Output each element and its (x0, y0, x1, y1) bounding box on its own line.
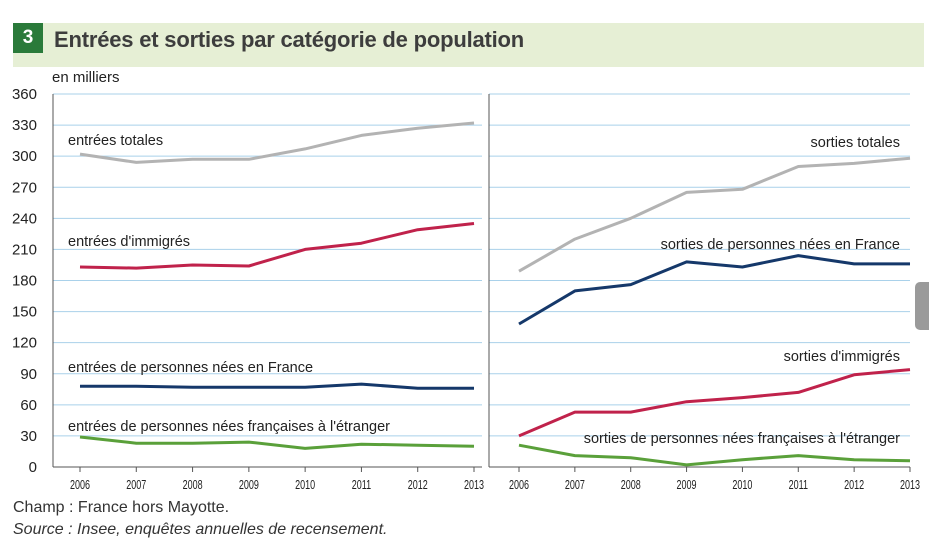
y-tick-label: 330 (12, 117, 37, 134)
series-label-entrees-de-personnes-nees-francaises-a-l-etranger: entrées de personnes nées françaises à l… (68, 419, 390, 435)
unit-label: en milliers (52, 69, 120, 86)
x-tick-label: 2011 (352, 479, 371, 493)
figure-header: 3 Entrées et sorties par catégorie de po… (13, 23, 924, 67)
x-tick-label: 2012 (408, 479, 428, 493)
x-tick-label: 2009 (677, 479, 697, 493)
champ-note: Champ : France hors Mayotte. (13, 499, 230, 516)
x-tick-label: 2009 (239, 479, 259, 493)
series-line-sorties-totales (518, 156, 911, 273)
y-tick-label: 30 (20, 428, 37, 445)
x-tick-label: 2006 (70, 479, 90, 493)
figure-number-badge: 3 (13, 23, 43, 53)
series-label-sorties-d-immigres: sorties d'immigrés (784, 349, 900, 365)
y-tick-label: 360 (12, 86, 37, 103)
line-chart: en milliers 0 30 60 90 120 150 180 210 240 270 300 3… (12, 69, 920, 493)
series-label-sorties-totales: sorties totales (811, 135, 900, 151)
series-line-sorties-d-immigres (518, 368, 911, 438)
series-label-entrees-totales: entrées totales (68, 133, 163, 149)
y-tick-label: 240 (12, 210, 37, 227)
series-line-sorties-de-personnes-nees-francaises-a-l-etranger (518, 443, 911, 467)
x-tick-label: 2008 (621, 479, 641, 493)
series-label-entrees-de-personnes-nees-en-france: entrées de personnes nées en France (68, 360, 313, 376)
x-tick-label: 2010 (732, 479, 752, 493)
y-tick-label: 0 (29, 459, 37, 476)
series-line-entrees-d-immigres (79, 222, 475, 270)
series-line-entrees-de-personnes-nees-en-france (80, 382, 474, 390)
figure-title: Entrées et sorties par catégorie de popu… (54, 27, 525, 52)
side-scroll-handle[interactable] (915, 282, 929, 330)
y-tick-label: 270 (12, 179, 37, 196)
y-tick-label: 210 (12, 241, 37, 258)
x-tick-label: 2006 (509, 479, 529, 493)
x-tick-label: 2011 (789, 479, 808, 493)
x-tick-label: 2013 (464, 479, 484, 493)
x-tick-label: 2013 (900, 479, 920, 493)
y-tick-label: 180 (12, 273, 37, 290)
series-line-sorties-de-personnes-nees-en-france (518, 254, 910, 326)
series-label-sorties-de-personnes-nees-francaises-a-l-etranger: sorties de personnes nées françaises à l… (584, 431, 900, 447)
x-tick-label: 2010 (295, 479, 315, 493)
y-tick-label: 120 (12, 335, 37, 352)
series-label-entrees-d-immigres: entrées d'immigrés (68, 234, 190, 250)
series-label-sorties-de-personnes-nees-en-france: sorties de personnes nées en France (661, 237, 900, 253)
series-line-entrees-de-personnes-nees-francaises-a-l-etranger (79, 435, 475, 450)
y-tick-label: 150 (12, 304, 37, 321)
x-tick-label: 2012 (844, 479, 864, 493)
y-tick-label: 60 (20, 397, 37, 414)
y-tick-label: 90 (20, 366, 37, 383)
x-tick-label: 2007 (565, 479, 585, 493)
series-line-entrees-totales (79, 121, 475, 164)
source-note: Source : Insee, enquêtes annuelles de re… (13, 521, 388, 538)
y-tick-label: 300 (12, 148, 37, 165)
x-tick-label: 2007 (126, 479, 146, 493)
x-tick-label: 2008 (183, 479, 203, 493)
